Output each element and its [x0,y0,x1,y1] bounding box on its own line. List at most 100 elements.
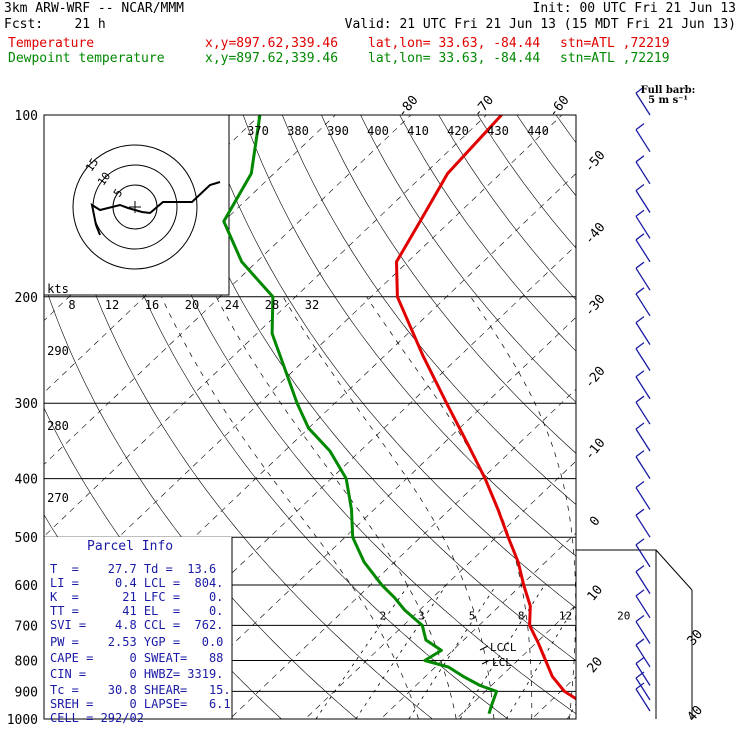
barb-region-diagonal [655,549,693,591]
parcel-row-2: LI = 0.4 LCL = 804. [50,576,224,590]
mixing-ratio-label: 20 [617,610,630,623]
hodograph-trace [90,181,221,236]
theta-label: 390 [327,124,349,138]
isotherm-label: 10 [585,583,607,605]
wind-barb-flag [635,615,645,623]
wind-barb-flag [635,209,645,217]
hodograph-ring-label: 10 [95,170,113,188]
theta-label: 440 [527,124,549,138]
wind-barb-flag [635,287,645,295]
hodograph-ring [72,144,198,270]
wind-barb-flag [635,538,645,546]
isotherm-label: 30 [685,627,707,649]
wind-barb [635,456,651,479]
plot-frame [43,114,577,720]
mixing-ratio-lines [315,584,576,719]
wind-barb [635,688,651,712]
sounding-series [222,115,576,715]
dry-adiabat [47,115,433,719]
wind-barb-flag [635,233,645,241]
wind-barb [635,544,651,568]
parcel-row-4: TT = 41 EL = 0. [50,604,224,618]
hodograph-speed-label: 32 [305,298,319,312]
parcel-row-11: CELL = 292/02 [50,711,144,725]
wind-barb-flag [635,589,645,597]
wind-barb [635,322,651,345]
wind-barb [635,514,651,538]
wind-barb-flag [635,481,645,489]
legend-temperature-xy: x,y=897.62,339.46 [205,36,339,51]
wind-barb-flag [635,370,645,378]
legend-temperature-label: Temperature [8,36,95,51]
wind-barb-flag [635,261,645,269]
parcel-info-box [44,537,233,719]
wind-barbs [576,86,693,719]
wind-barb-flag [635,316,645,324]
wind-barb-flag [635,342,645,350]
isotherm-label: -80 [395,93,422,121]
wind-barb-flag [635,155,645,163]
mixing-ratio-line [567,703,576,719]
wind-barb [635,293,651,317]
theta-label: 420 [447,124,469,138]
wind-barb [635,215,651,239]
mixing-ratio-label: 5 [469,610,476,623]
mixing-ratio-line [315,584,409,719]
hodograph-kts-label: kts [47,282,69,296]
parcel-row-6: PW = 2.53 YGP = 0.0 [50,635,224,649]
temperature-line [395,115,576,701]
parcel-box-bg [44,537,232,719]
wind-barb-flag [635,450,645,458]
hodograph-speed-label: 16 [145,298,159,312]
pressure-tick-label: 500 [15,531,38,546]
wind-barb-flag [635,565,645,573]
isotherm-label: -30 [582,292,609,320]
legend-dewpoint-xy: x,y=897.62,339.46 [205,51,339,66]
wind-barb [635,348,651,371]
pressure-tick-label: 800 [15,654,38,669]
hodograph-speed-label: 8 [68,298,75,312]
wind-barb-flag [635,682,645,690]
isotherm-label: 40 [685,703,707,725]
parcel-row-1: T = 27.7 Td = 13.6 [50,562,217,576]
dry-adiabat [575,87,740,731]
dry-adiabat [203,115,576,609]
isotherm-label: 0 [587,514,604,530]
isotherm-label: -50 [582,148,609,176]
dewpoint-line [222,115,499,715]
theta-label: 380 [287,124,309,138]
wind-barb-flag [635,123,645,131]
lccl-label: LCCL [490,641,517,654]
pressure-tick-label: 200 [15,291,38,306]
legend-dewpoint-latlon: lat,lon= 33.63, -84.44 [368,51,541,66]
theta-label: 430 [487,124,509,138]
pressure-tick-label: 600 [15,579,38,594]
pressure-tick-label: 900 [15,685,38,700]
wind-barb [635,571,651,594]
init-time: Init: 00 UTC Fri 21 Jun 13 [532,1,737,16]
wind-barb [635,595,651,619]
isotherm-label: -20 [582,364,609,392]
model-title: 3km ARW-WRF -- NCAR/MMM [4,1,185,16]
dry-adiabat [86,115,509,719]
moist-adiabat [282,296,495,719]
isotherm-label: -10 [582,436,609,464]
pressure-tick-label: 100 [15,109,38,124]
theta-label: 400 [367,124,389,138]
lcl-label: LCL [492,656,512,669]
full-barb-units: 5 m s⁻¹ [648,95,688,106]
mixing-ratio-label: 12 [559,610,572,623]
theta-left-label: 280 [47,419,69,433]
legend-dewpoint-stn: stn=ATL ,72219 [560,51,670,66]
dry-adiabat [321,115,576,454]
parcel-row-5: SVI = 4.8 CCL = 762. [50,618,224,632]
full-barb-legend: Full barb: 5 m s⁻¹ [632,86,704,106]
moist-adiabat [470,296,576,719]
parcel-row-8: CIN = 0 HWBZ= 3319. [50,667,224,681]
lcl-tick [481,659,491,665]
hodograph-speed-label: 24 [225,298,239,312]
hodograph-ring-label: 15 [83,156,101,174]
dry-adiabat [281,115,576,505]
